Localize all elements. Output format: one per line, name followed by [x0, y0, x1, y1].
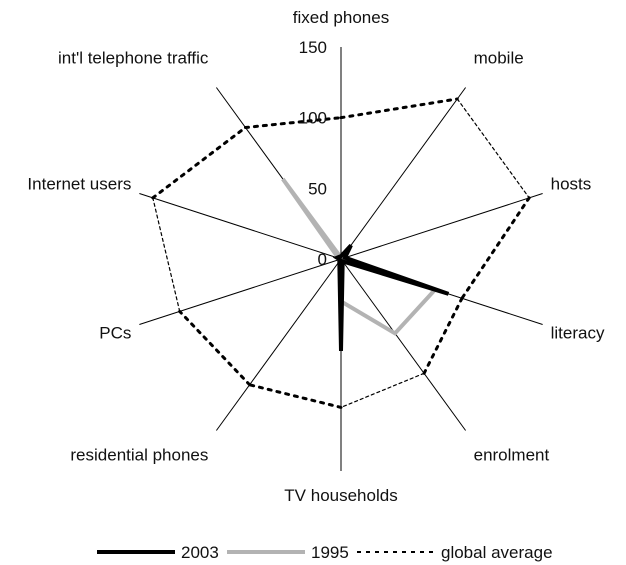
legend-label-1995: 1995: [311, 543, 349, 562]
series-segment-global-average: [422, 296, 464, 375]
series-segment-global-average: [178, 309, 252, 387]
axis-line-hosts: [340, 193, 543, 260]
series-segment-global-average: [460, 196, 531, 300]
axis-label-hosts: hosts: [551, 174, 592, 193]
axis-label-int-l-telephone-traffic: int'l telephone traffic: [58, 48, 209, 67]
series-line-1995: [281, 177, 439, 336]
tick-labels: 0 50 100 150: [299, 38, 327, 269]
legend: 2003 1995 global average: [97, 543, 553, 562]
legend-label-2003: 2003: [181, 543, 219, 562]
axis-label-pcs: PCs: [99, 324, 131, 343]
series-layer: [151, 97, 531, 409]
series-segment-global-average: [243, 116, 343, 130]
axis-labels: fixed phones mobile hosts literacy enrolment…: [27, 8, 605, 505]
series-segment-global-average: [152, 197, 181, 313]
series-segment-global-average: [248, 383, 343, 409]
axis-label-literacy: literacy: [551, 324, 605, 343]
axis-label-enrolment: enrolment: [474, 446, 550, 465]
tick-label: 0: [318, 250, 327, 269]
series-line-2003: [332, 243, 450, 351]
axis-line-residential-phones: [215, 258, 342, 431]
series-segment-global-average: [340, 372, 425, 408]
axis-line-internet-users: [139, 193, 342, 260]
tick-label: 50: [308, 179, 327, 198]
axis-label-fixed-phones: fixed phones: [293, 8, 389, 27]
axis-label-tv-households: TV households: [284, 486, 397, 505]
series-segment-global-average: [456, 98, 530, 199]
tick-label: 100: [299, 109, 327, 128]
axis-line-mobile: [340, 87, 467, 260]
axis-line-enrolment: [340, 258, 467, 431]
axis-label-mobile: mobile: [474, 48, 524, 67]
axis-label-internet-users: Internet users: [27, 174, 131, 193]
tick-label: 150: [299, 38, 327, 57]
series-segment-global-average: [339, 97, 459, 120]
legend-label-global-average: global average: [441, 543, 553, 562]
series-segment-global-average: [151, 126, 247, 200]
axis-line-pcs: [139, 258, 342, 325]
axis-label-residential-phones: residential phones: [70, 446, 208, 465]
